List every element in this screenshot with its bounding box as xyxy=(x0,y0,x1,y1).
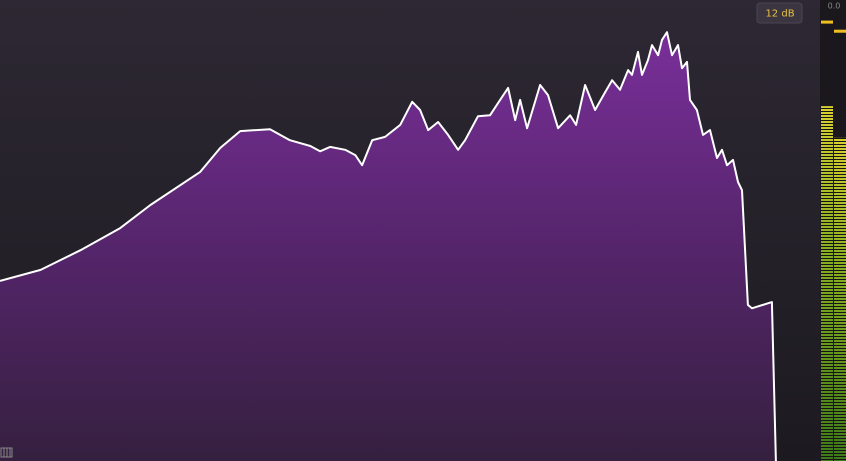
meter-peak xyxy=(834,29,846,33)
spectrum-line xyxy=(0,31,777,461)
area-fill xyxy=(0,32,776,461)
meter-segments xyxy=(834,137,846,461)
plot xyxy=(0,31,777,461)
icon[interactable] xyxy=(0,447,13,458)
range-button[interactable] xyxy=(756,2,803,24)
meter xyxy=(821,20,846,461)
meter-peak xyxy=(821,20,833,24)
range-button-label[interactable]: 12 dB xyxy=(765,9,794,20)
meter-segments xyxy=(821,106,833,461)
peak-label: 0.0 xyxy=(828,2,841,11)
